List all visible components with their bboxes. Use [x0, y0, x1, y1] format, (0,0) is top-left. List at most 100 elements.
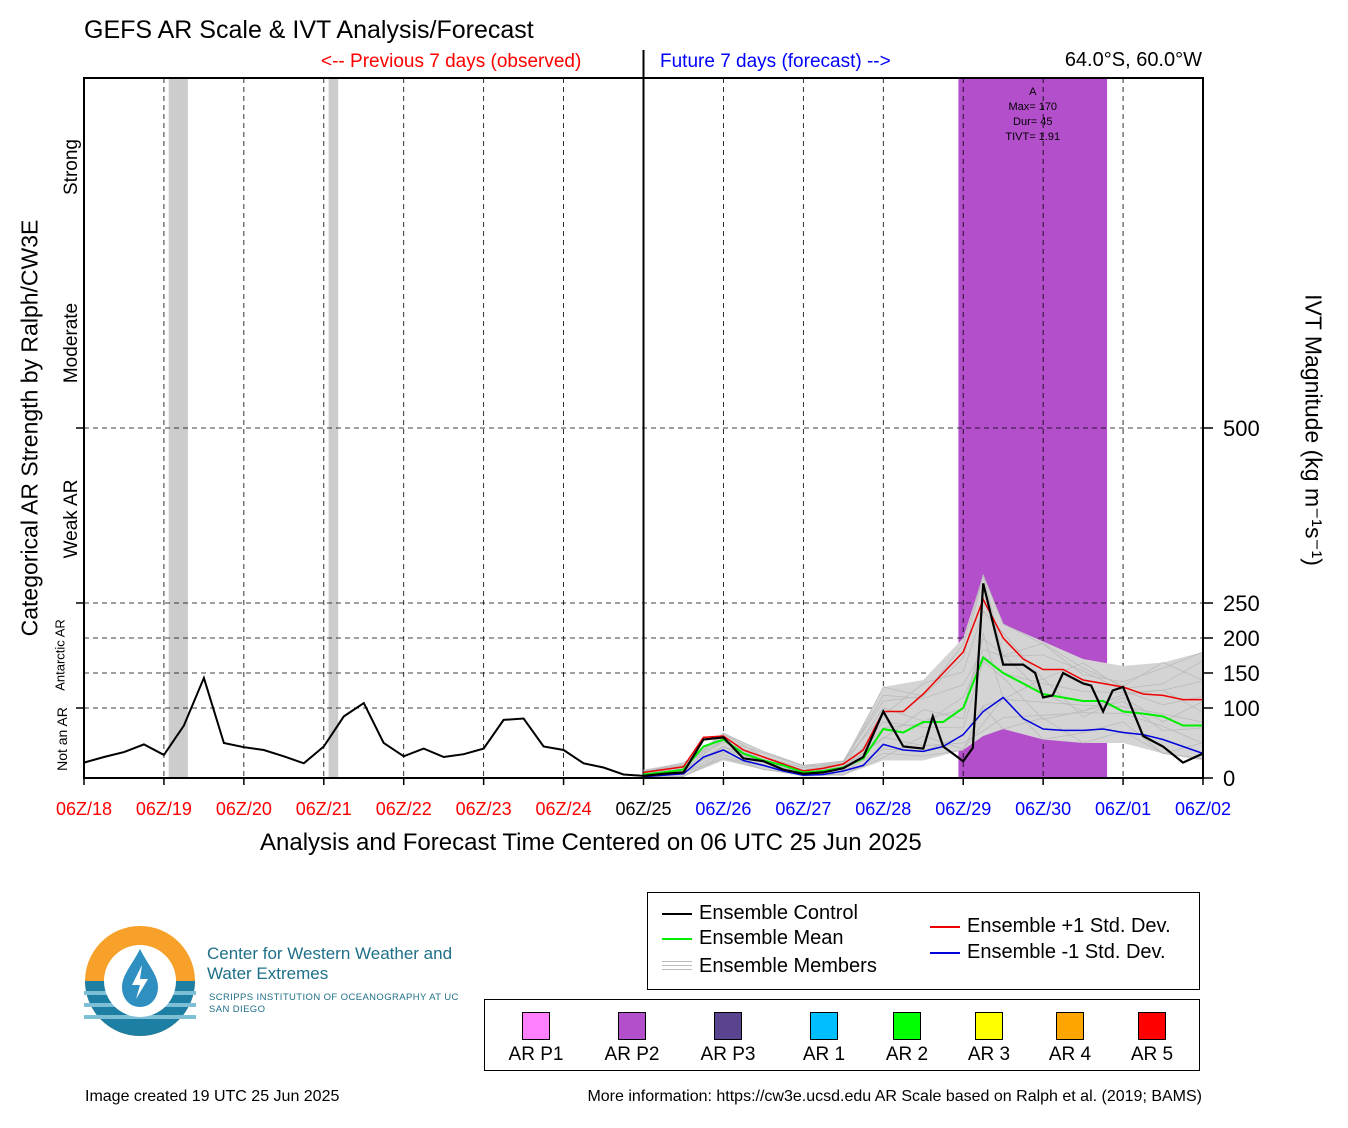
- chart-title: GEFS AR Scale & IVT Analysis/Forecast: [84, 16, 534, 44]
- gray-shading-1: [328, 78, 339, 778]
- ar-cat-2-label: AR 2: [885, 1044, 929, 1065]
- series-layer: [83, 583, 1204, 778]
- ar-cat-p1: AR P1: [496, 1012, 576, 1066]
- ensemble-mean-line: [643, 655, 1203, 776]
- ar-cat-p2-label: AR P2: [604, 1044, 660, 1065]
- event-annotation-line-0: A: [1029, 86, 1037, 98]
- y-axis-right-title: IVT Magnitude (kg m⁻¹s⁻¹): [1300, 294, 1327, 566]
- ensemble-member-line-1: [643, 697, 1204, 779]
- legend-members-swatch: [662, 960, 692, 973]
- category-antarctic-ar: Antarctic AR: [52, 619, 68, 691]
- legend-plus-sd: Ensemble +1 Std. Dev.: [930, 915, 1171, 938]
- org-subtitle: SCRIPPS INSTITUTION OF OCEANOGRAPHY AT U…: [209, 992, 459, 1015]
- ar-cat-p1-label: AR P1: [508, 1044, 564, 1065]
- member-envelope: [643, 575, 1203, 778]
- y-tick-label-250: 250: [1223, 591, 1260, 616]
- x-tick-label-06Z/01: 06Z/01: [1095, 799, 1151, 819]
- event-annotation-line-2: Dur= 45: [1013, 116, 1052, 128]
- x-axis-title: Analysis and Forecast Time Centered on 0…: [260, 829, 922, 856]
- ensemble-member-line-4: [643, 660, 1204, 774]
- ar-cat-1: AR 1: [784, 1012, 864, 1066]
- x-tick-label-06Z/21: 06Z/21: [296, 799, 352, 819]
- ar-cat-p2-swatch: [618, 1012, 646, 1040]
- x-tick-label-06Z/19: 06Z/19: [136, 799, 192, 819]
- y-tick-label-0: 0: [1223, 766, 1235, 791]
- ensemble-member-line-11: [643, 573, 1204, 772]
- x-tick-label-06Z/02: 06Z/02: [1175, 799, 1231, 819]
- legend-control-swatch: [662, 912, 692, 915]
- tick-labels-layer: 06Z/18 06Z/19 06Z/20 06Z/21 06Z/22 06Z/23 06Z/…: [56, 86, 1260, 819]
- ar-cat-5-label: AR 5: [1130, 1044, 1174, 1065]
- image-created-text: Image created 19 UTC 25 Jun 2025: [85, 1088, 340, 1105]
- ar-cat-3-label: AR 3: [967, 1044, 1011, 1065]
- x-tick-label-06Z/23: 06Z/23: [456, 799, 512, 819]
- future-period-label: Future 7 days (forecast) -->: [660, 51, 891, 72]
- x-tick-label-06Z/22: 06Z/22: [376, 799, 432, 819]
- x-tick-label-06Z/24: 06Z/24: [536, 799, 592, 819]
- x-tick-label-06Z/29: 06Z/29: [935, 799, 991, 819]
- category-weak-ar: Weak AR: [61, 479, 82, 559]
- x-tick-label-06Z/18: 06Z/18: [56, 799, 112, 819]
- x-tick-label-06Z/27: 06Z/27: [775, 799, 831, 819]
- x-tick-label-06Z/30: 06Z/30: [1015, 799, 1071, 819]
- legend-control: Ensemble Control: [662, 902, 858, 925]
- ar-cat-5-swatch: [1138, 1012, 1166, 1040]
- ar-cat-5: AR 5: [1112, 1012, 1192, 1066]
- plus-one-sd-line: [643, 597, 1203, 774]
- forecast-control-line: [643, 583, 1204, 777]
- grid-layer: [84, 50, 1203, 778]
- observed-control-line: [83, 674, 644, 777]
- ar-cat-p3: AR P3: [688, 1012, 768, 1066]
- ar-category-legend: AR P1 AR P2 AR P3 AR 1 AR 2 AR 3 AR 4 AR…: [484, 999, 1200, 1071]
- ensemble-member-line-10: [643, 574, 1204, 773]
- ar-cat-1-swatch: [810, 1012, 838, 1040]
- ar-cat-3-swatch: [975, 1012, 1003, 1040]
- legend-control-label: Ensemble Control: [699, 902, 858, 924]
- more-info-text: More information: https://cw3e.ucsd.edu …: [587, 1088, 1202, 1105]
- x-tick-label-06Z/26: 06Z/26: [695, 799, 751, 819]
- legend-minus-sd-label: Ensemble -1 Std. Dev.: [967, 941, 1166, 963]
- minus-one-sd-line: [643, 696, 1204, 778]
- legend-mean-swatch: [662, 937, 692, 940]
- ar-cat-4-label: AR 4: [1048, 1044, 1092, 1065]
- y-tick-label-100: 100: [1223, 696, 1260, 721]
- category-strong: Strong: [61, 139, 82, 195]
- ensemble-member-line-8: [643, 648, 1204, 772]
- y-tick-label-150: 150: [1223, 661, 1260, 686]
- event-annotation-line-1: Max= 170: [1008, 101, 1057, 113]
- legend-members-label: Ensemble Members: [699, 955, 877, 977]
- ar-cat-4: AR 4: [1030, 1012, 1110, 1066]
- y-axis-left-title: Categorical AR Strength by Ralph/CW3E: [16, 219, 43, 637]
- ar-cat-2-swatch: [893, 1012, 921, 1040]
- ar-cat-p1-swatch: [522, 1012, 550, 1040]
- event-annotation-line-3: TIVT= 1.91: [1005, 131, 1060, 143]
- x-tick-label-06Z/28: 06Z/28: [855, 799, 911, 819]
- legend-plus-sd-swatch: [930, 925, 960, 928]
- ar-cat-3: AR 3: [949, 1012, 1029, 1066]
- ensemble-member-line-5: [643, 631, 1204, 775]
- org-name: Center for Western Weather and Water Ext…: [207, 944, 453, 983]
- legend-minus-sd: Ensemble -1 Std. Dev.: [930, 941, 1166, 964]
- x-tick-label-06Z/20: 06Z/20: [216, 799, 272, 819]
- previous-period-label: <-- Previous 7 days (observed): [321, 51, 582, 72]
- legend-members: Ensemble Members: [662, 955, 877, 978]
- ar-cat-2: AR 2: [867, 1012, 947, 1066]
- category-not-an-ar: Not an AR: [54, 707, 70, 771]
- ar-cat-4-swatch: [1056, 1012, 1084, 1040]
- legend-mean-label: Ensemble Mean: [699, 927, 844, 949]
- x-tick-label-06Z/25: 06Z/25: [615, 799, 671, 819]
- legend-plus-sd-label: Ensemble +1 Std. Dev.: [967, 915, 1171, 937]
- ar-cat-p3-swatch: [714, 1012, 742, 1040]
- line-legend: Ensemble Control Ensemble Mean Ensemble …: [647, 892, 1200, 990]
- category-moderate: Moderate: [61, 302, 82, 384]
- ar-cat-p3-label: AR P3: [700, 1044, 756, 1065]
- ar-cat-p2: AR P2: [592, 1012, 672, 1066]
- ar-cat-1-label: AR 1: [802, 1044, 846, 1065]
- legend-mean: Ensemble Mean: [662, 927, 844, 950]
- cw3e-logo-icon: [84, 926, 196, 1036]
- y-tick-label-200: 200: [1223, 626, 1260, 651]
- location-label: 64.0°S, 60.0°W: [1064, 49, 1202, 71]
- y-tick-label-500: 500: [1223, 416, 1260, 441]
- legend-minus-sd-swatch: [930, 951, 960, 954]
